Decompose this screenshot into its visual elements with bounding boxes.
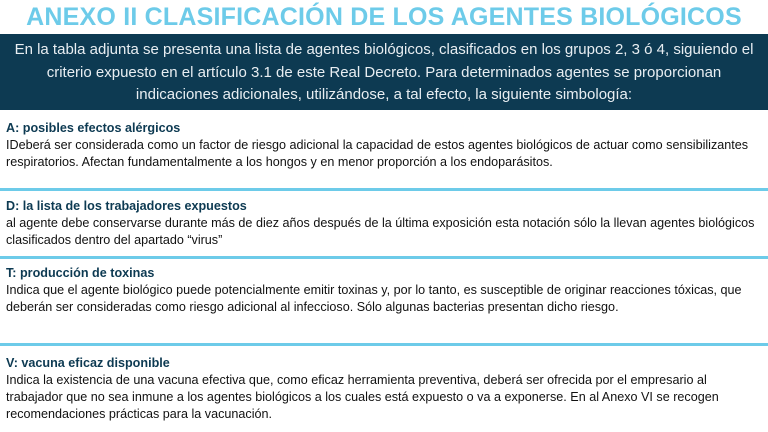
- section-v: V: vacuna eficaz disponible Indica la ex…: [0, 355, 768, 423]
- section-a: A: posibles efectos alérgicos IDeberá se…: [0, 120, 768, 171]
- divider: [0, 188, 768, 191]
- section-text: Indica que el agente biológico puede pot…: [6, 283, 742, 314]
- section-text: al agente debe conservarse durante más d…: [6, 216, 755, 247]
- section-text: IDeberá ser considerada como un factor d…: [6, 138, 749, 169]
- divider: [0, 256, 768, 259]
- section-heading: T: producción de toxinas: [6, 266, 155, 280]
- section-text: Indica la existencia de una vacuna efect…: [6, 373, 719, 421]
- intro-box: En la tabla adjunta se presenta una list…: [0, 34, 768, 110]
- divider: [0, 343, 768, 346]
- section-t: T: producción de toxinas Indica que el a…: [0, 265, 768, 316]
- section-d: D: la lista de los trabajadores expuesto…: [0, 198, 768, 249]
- section-heading: A: posibles efectos alérgicos: [6, 121, 181, 135]
- section-heading: V: vacuna eficaz disponible: [6, 356, 170, 370]
- section-heading: D: la lista de los trabajadores expuesto…: [6, 199, 247, 213]
- page-title: ANEXO II CLASIFICACIÓN DE LOS AGENTES BI…: [26, 3, 742, 31]
